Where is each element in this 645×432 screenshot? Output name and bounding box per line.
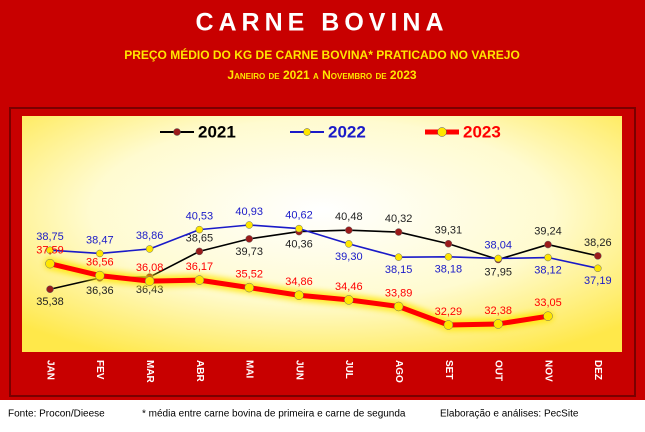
- legend-marker: [303, 128, 311, 136]
- x-tick-label: FEV: [94, 360, 105, 380]
- data-label: 32,38: [484, 305, 512, 317]
- point: [494, 254, 502, 263]
- x-tick-label: JAN: [44, 360, 55, 380]
- data-label: 38,12: [534, 264, 562, 276]
- point: [493, 319, 503, 329]
- data-label: 33,05: [534, 297, 562, 309]
- data-label: 38,18: [435, 264, 463, 276]
- data-label: 36,08: [136, 262, 164, 274]
- point: [394, 253, 403, 261]
- point: [394, 228, 403, 236]
- credit: Elaboração e análises: PecSite: [440, 409, 579, 420]
- point: [393, 301, 404, 312]
- x-tick-label: MAI: [244, 360, 255, 379]
- x-tick-label: ABR: [194, 360, 205, 382]
- source: Fonte: Procon/Dieese: [8, 409, 105, 420]
- point: [345, 240, 353, 248]
- data-label: 34,86: [285, 276, 313, 288]
- data-label: 39,31: [435, 225, 463, 237]
- data-label: 38,47: [86, 234, 114, 246]
- data-label: 40,32: [385, 213, 413, 225]
- data-label: 38,04: [484, 239, 512, 251]
- data-label: 35,38: [36, 296, 64, 308]
- data-label: 36,17: [186, 261, 214, 273]
- data-label: 38,15: [385, 264, 413, 276]
- data-label: 36,56: [86, 256, 114, 268]
- data-label: 38,26: [584, 237, 612, 249]
- point: [144, 276, 155, 286]
- point: [594, 252, 602, 260]
- data-label: 40,48: [335, 211, 363, 223]
- legend-marker: [437, 127, 447, 137]
- point: [145, 245, 154, 253]
- point: [45, 258, 55, 269]
- data-label: 33,89: [385, 287, 413, 299]
- data-label: 37,19: [584, 275, 612, 287]
- data-label: 38,75: [36, 231, 64, 243]
- point: [194, 275, 205, 285]
- data-label: 35,52: [235, 269, 263, 281]
- point: [195, 225, 204, 234]
- point: [444, 253, 453, 261]
- subtitle: PREÇO MÉDIO DO KG DE CARNE BOVINA* PRATI…: [124, 47, 520, 62]
- chart-title: CARNE BOVINA: [195, 9, 448, 37]
- point: [444, 240, 453, 248]
- point: [46, 246, 54, 254]
- plot-area: [22, 116, 622, 352]
- point: [543, 311, 553, 321]
- point: [95, 270, 105, 281]
- point: [245, 235, 253, 243]
- line: [49, 224, 598, 270]
- data-label: 40,53: [186, 211, 214, 223]
- data-label: 40,36: [285, 239, 313, 251]
- data-label: 37,59: [36, 245, 64, 257]
- period: Janeiro de 2021 a Novembro de 2023: [227, 68, 417, 82]
- data-label: 40,62: [285, 209, 313, 221]
- point: [544, 240, 552, 249]
- data-label: 37,95: [484, 266, 512, 278]
- data-label: 39,73: [235, 246, 263, 258]
- point: [345, 226, 353, 234]
- point: [594, 264, 602, 273]
- point: [443, 320, 454, 330]
- data-label: 40,93: [235, 206, 263, 218]
- legend-label: 2022: [328, 122, 366, 141]
- x-tick-label: NOV: [542, 360, 553, 382]
- data-label: 39,30: [335, 251, 363, 263]
- point: [195, 247, 204, 256]
- x-tick-label: AGO: [393, 360, 404, 383]
- point: [46, 285, 54, 293]
- data-label: 32,29: [435, 306, 463, 318]
- x-tick-label: SET: [443, 360, 454, 379]
- x-tick-label: DEZ: [592, 360, 603, 380]
- point: [344, 295, 354, 305]
- x-tick-label: JUL: [343, 360, 354, 379]
- data-label: 39,24: [534, 225, 562, 237]
- legend-label: 2023: [463, 122, 501, 141]
- point: [544, 253, 552, 262]
- x-tick-label: OUT: [493, 360, 504, 381]
- point: [245, 221, 253, 229]
- point: [96, 249, 104, 258]
- x-tick-label: MAR: [144, 360, 155, 384]
- note: * média entre carne bovina de primeira e…: [142, 409, 406, 420]
- x-tick-label: JUN: [293, 360, 304, 380]
- data-label: 38,86: [136, 230, 164, 242]
- data-label: 38,65: [186, 232, 214, 244]
- legend-marker: [173, 128, 181, 136]
- point: [294, 290, 304, 301]
- point: [244, 282, 254, 293]
- data-label: 36,36: [86, 285, 114, 297]
- data-label: 34,46: [335, 281, 363, 293]
- legend-label: 2021: [198, 122, 236, 141]
- point: [295, 224, 303, 233]
